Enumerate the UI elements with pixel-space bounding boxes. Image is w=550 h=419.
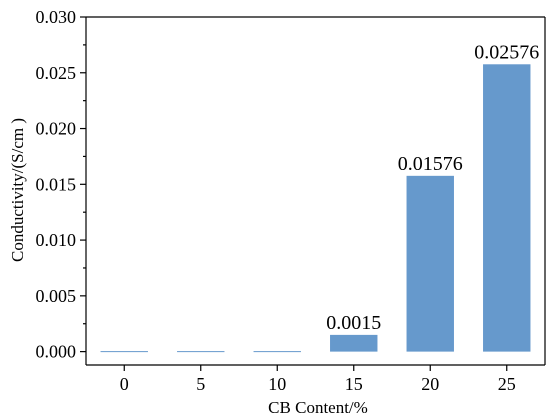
- y-tick-label: 0.005: [36, 286, 77, 306]
- bar-20: [406, 175, 454, 352]
- data-label-15: 0.0015: [326, 312, 381, 334]
- bar-0: [100, 351, 148, 353]
- y-axis-title: Conductivity/(S/cm ): [8, 118, 27, 262]
- y-tick-label: 0.030: [36, 7, 77, 27]
- y-tick-label: 0.025: [36, 63, 77, 83]
- data-label-20: 0.01576: [398, 153, 463, 175]
- y-tick-label: 0.010: [36, 230, 77, 250]
- y-tick-label: 0.000: [36, 342, 77, 362]
- y-tick-label: 0.020: [36, 119, 77, 139]
- y-axis: 0.000 0.005 0.010 0.015 0.020 0.025 0.030: [36, 7, 546, 365]
- x-axis: 0 5 10 15 20 25: [86, 16, 545, 394]
- x-tick-label: 25: [498, 374, 516, 394]
- bar-5: [177, 351, 225, 353]
- x-axis-title: CB Content/%: [268, 398, 368, 417]
- bar-15: [330, 334, 378, 352]
- x-tick-label: 10: [268, 374, 286, 394]
- x-tick-label: 15: [345, 374, 363, 394]
- bar-25: [483, 64, 531, 352]
- x-tick-label: 20: [421, 374, 439, 394]
- x-tick-label: 5: [196, 374, 205, 394]
- bar-10: [253, 351, 301, 353]
- y-tick-label: 0.015: [36, 174, 77, 194]
- data-label-25: 0.02576: [474, 41, 539, 63]
- bars: [100, 64, 531, 353]
- data-labels: 0.0015 0.01576 0.02576: [326, 41, 539, 334]
- x-tick-label: 0: [120, 374, 129, 394]
